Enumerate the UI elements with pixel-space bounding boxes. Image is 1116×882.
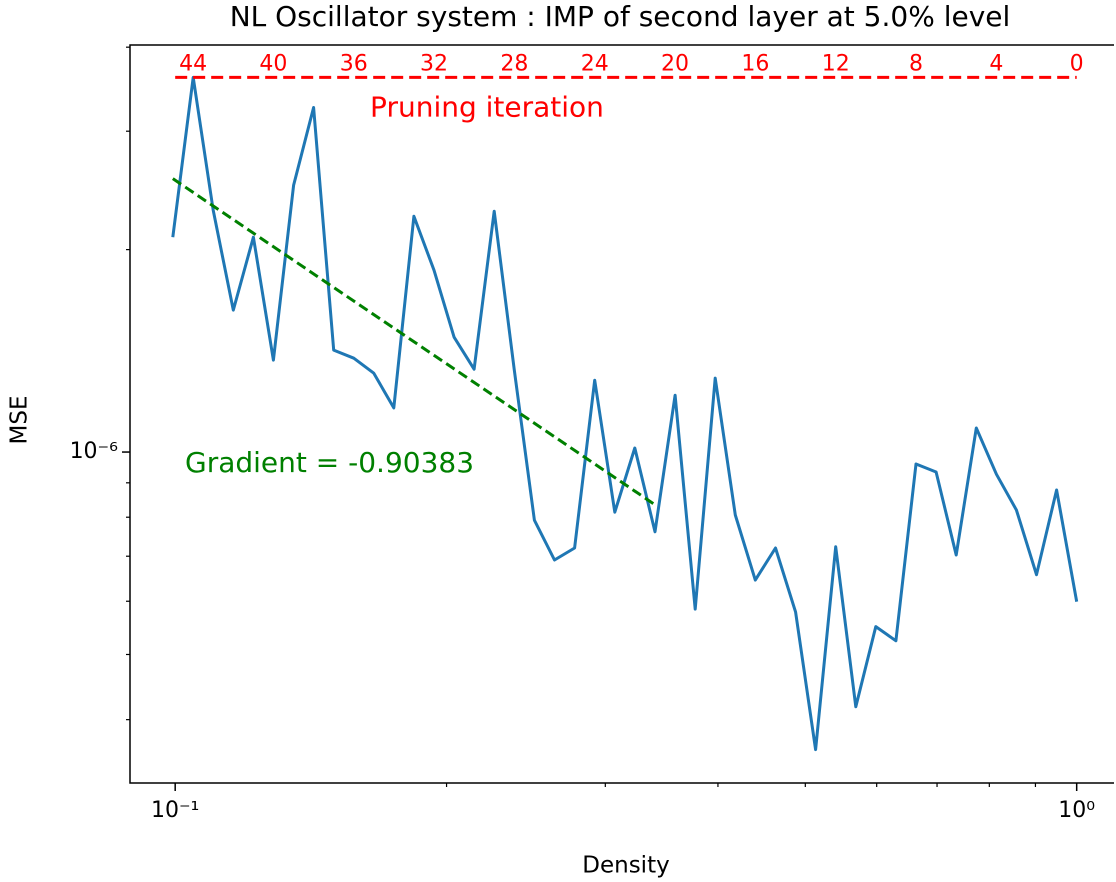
x-axis-label: Density [582,853,669,879]
data-line [171,75,1079,752]
axes-frame [129,44,1114,784]
fit-label: Gradient = -0.90383 [185,446,474,479]
pruning-tick-label: 44 [179,51,207,76]
pruning-tick-label: 20 [661,51,689,76]
x-tick-label: 10⁻¹ [151,798,199,823]
pruning-tick-label: 4 [989,51,1003,76]
pruning-tick-label: 16 [741,51,769,76]
pruning-tick-label: 28 [500,51,528,76]
pruning-tick-label: 24 [581,51,609,76]
pruning-tick-label: 40 [259,51,287,76]
chart-title: NL Oscillator system : IMP of second lay… [230,0,1011,33]
pruning-tick-label: 8 [909,51,923,76]
y-tick-label: 10⁻⁶ [70,439,119,464]
pruning-tick-label: 0 [1070,51,1084,76]
pruning-tick-label: 12 [822,51,850,76]
pruning-tick-label: 36 [340,51,368,76]
pruning-label: Pruning iteration [370,90,604,123]
fit-line [171,177,657,507]
y-axis-label: MSE [7,396,33,445]
pruning-tick-label: 32 [420,51,448,76]
x-tick-label: 10⁰ [1058,798,1095,823]
